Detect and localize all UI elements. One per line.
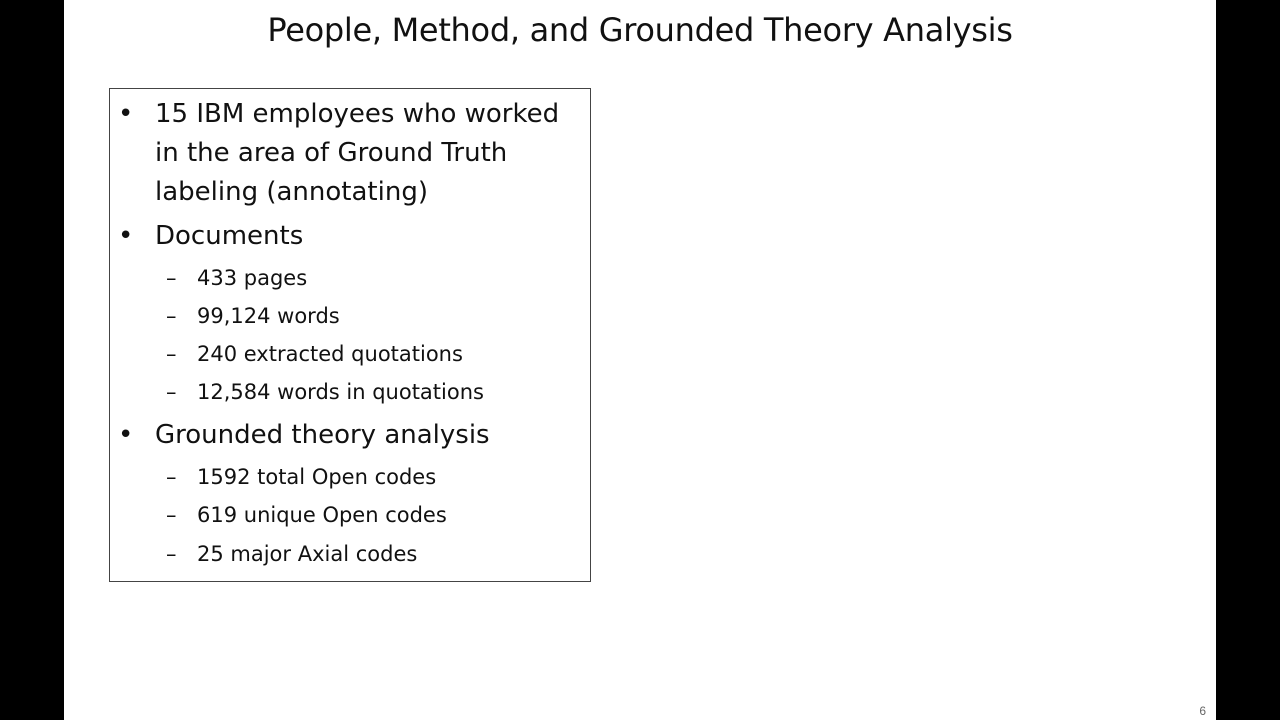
bullet-documents: • Documents (110, 217, 590, 256)
bullet-documents-label: Documents (155, 221, 304, 251)
slide-title: People, Method, and Grounded Theory Anal… (267, 11, 1013, 49)
bullet-marker: • (118, 221, 134, 251)
dash-marker: – (166, 266, 177, 290)
sub-bullet-unique-open-codes: – 619 unique Open codes (110, 500, 590, 530)
page-number: 6 (1199, 704, 1206, 718)
dash-marker: – (166, 465, 177, 489)
sub-bullet-text: 619 unique Open codes (197, 503, 447, 527)
dash-marker: – (166, 542, 177, 566)
sub-bullet-words: – 99,124 words (110, 301, 590, 331)
sub-bullet-text: 240 extracted quotations (197, 342, 463, 366)
dash-marker: – (166, 304, 177, 328)
sub-bullet-pages: – 433 pages (110, 263, 590, 293)
bullet-analysis: • Grounded theory analysis (110, 416, 590, 455)
dash-marker: – (166, 342, 177, 366)
sub-bullet-text: 25 major Axial codes (197, 542, 418, 566)
sub-bullet-text: 12,584 words in quotations (197, 380, 484, 404)
sub-bullet-quotations: – 240 extracted quotations (110, 339, 590, 369)
bullet-marker: • (118, 99, 134, 129)
bullet-marker: • (118, 420, 134, 450)
bullet-participants-text: 15 IBM employees who worked in the area … (155, 99, 560, 207)
sub-bullet-total-open-codes: – 1592 total Open codes (110, 462, 590, 492)
slide: People, Method, and Grounded Theory Anal… (64, 0, 1216, 720)
dash-marker: – (166, 380, 177, 404)
bullet-participants: • 15 IBM employees who worked in the are… (110, 95, 590, 212)
sub-bullet-text: 433 pages (197, 266, 308, 290)
sub-bullet-text: 99,124 words (197, 304, 340, 328)
sub-bullet-quotation-words: – 12,584 words in quotations (110, 377, 590, 407)
sub-bullet-text: 1592 total Open codes (197, 465, 437, 489)
content-box: • 15 IBM employees who worked in the are… (109, 88, 591, 582)
sub-bullet-axial-codes: – 25 major Axial codes (110, 539, 590, 569)
bullet-analysis-label: Grounded theory analysis (155, 420, 490, 450)
dash-marker: – (166, 503, 177, 527)
